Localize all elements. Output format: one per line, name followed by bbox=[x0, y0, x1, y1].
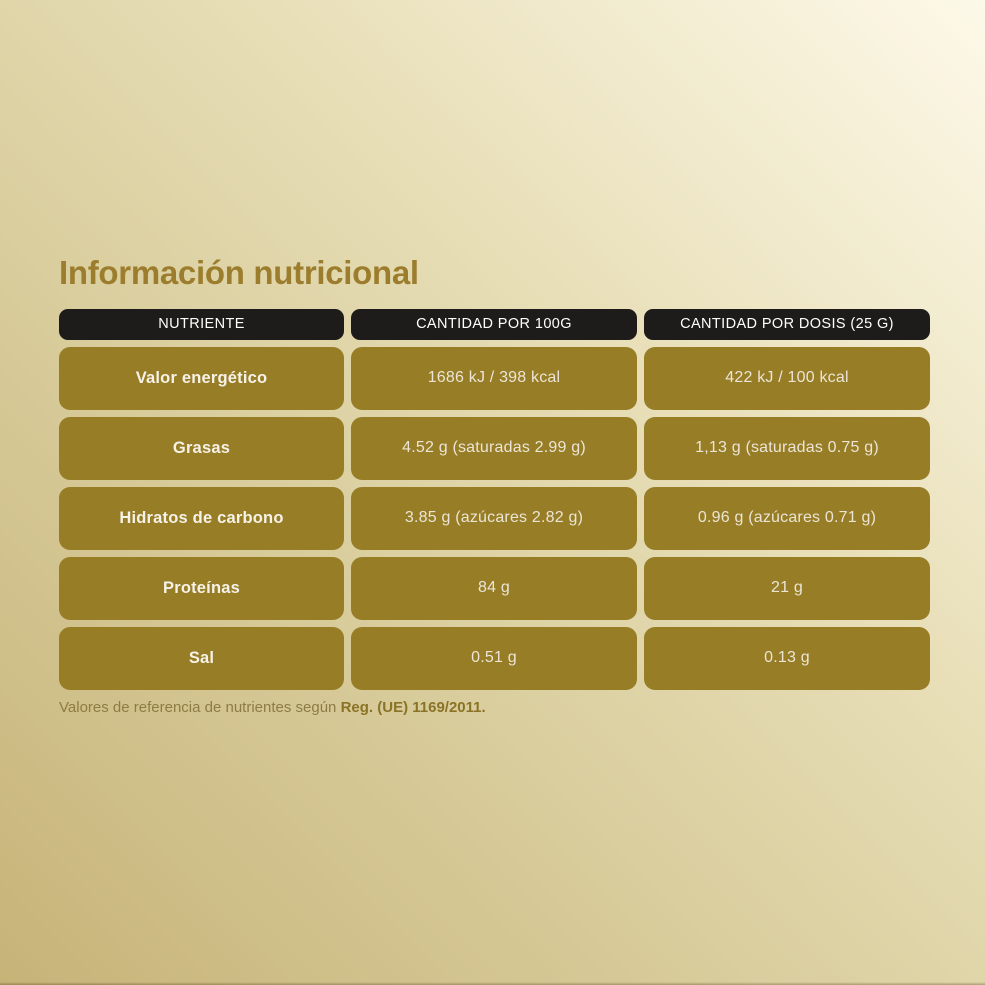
page-title: Información nutricional bbox=[59, 254, 419, 291]
nutrition-table: NUTRIENTE CANTIDAD POR 100G CANTIDAD POR… bbox=[59, 308, 930, 690]
column-header-nutriente: NUTRIENTE bbox=[59, 308, 344, 340]
nutrient-name-cell: Valor energético bbox=[59, 346, 344, 410]
column-header-cantidad-100g: CANTIDAD POR 100G bbox=[351, 308, 637, 340]
nutrient-name-cell: Hidratos de carbono bbox=[59, 486, 344, 550]
value-per-100g-cell: 1686 kJ / 398 kcal bbox=[351, 346, 637, 410]
value-per-dose-cell: 1,13 g (saturadas 0.75 g) bbox=[644, 416, 930, 480]
footer-note-text: Valores de referencia de nutrientes segú… bbox=[59, 698, 341, 716]
value-per-dose-cell: 0.13 g bbox=[644, 626, 930, 690]
column-header-cantidad-dosis: CANTIDAD POR DOSIS (25 G) bbox=[644, 308, 930, 340]
value-per-dose-cell: 0.96 g (azúcares 0.71 g) bbox=[644, 486, 930, 550]
nutrient-name-cell: Proteínas bbox=[59, 556, 344, 620]
value-per-100g-cell: 4.52 g (saturadas 2.99 g) bbox=[351, 416, 637, 480]
value-per-dose-cell: 422 kJ / 100 kcal bbox=[644, 346, 930, 410]
nutrient-name-cell: Grasas bbox=[59, 416, 344, 480]
nutrition-label: Información nutricional NUTRIENTE CANTID… bbox=[59, 254, 930, 716]
value-per-100g-cell: 3.85 g (azúcares 2.82 g) bbox=[351, 486, 637, 550]
value-per-100g-cell: 0.51 g bbox=[351, 626, 637, 690]
footer-note-regulation: Reg. (UE) 1169/2011. bbox=[340, 698, 486, 716]
value-per-dose-cell: 21 g bbox=[644, 556, 930, 620]
bottom-edge-shadow bbox=[0, 982, 985, 985]
value-per-100g-cell: 84 g bbox=[351, 556, 637, 620]
footer-note: Valores de referencia de nutrientes segú… bbox=[59, 699, 930, 716]
nutrient-name-cell: Sal bbox=[59, 626, 344, 690]
